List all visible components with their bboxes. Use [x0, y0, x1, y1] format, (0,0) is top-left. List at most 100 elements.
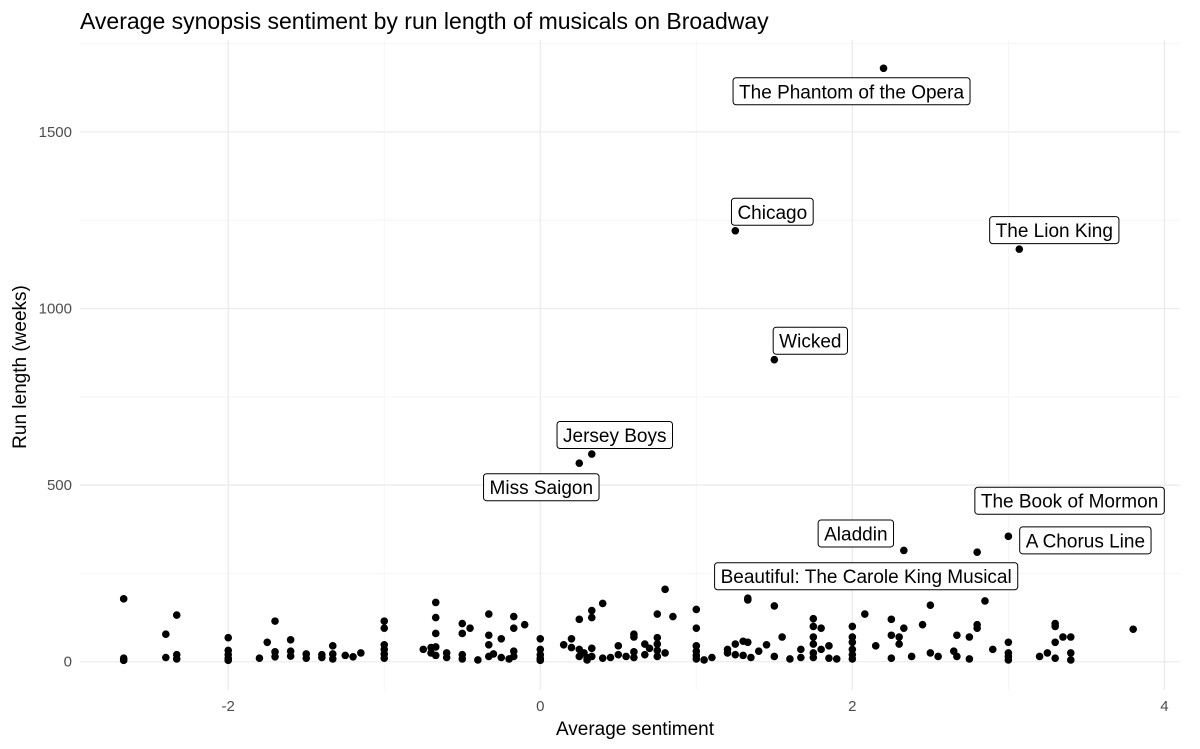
data-point: [224, 633, 233, 642]
data-point: [988, 645, 997, 654]
data-point: [559, 640, 568, 649]
point-label-box: [1019, 526, 1152, 555]
data-point: [431, 598, 440, 607]
data-point: [509, 612, 518, 621]
point-label-text: Jersey Boys: [563, 426, 666, 447]
point-label: The Lion King: [989, 216, 1120, 245]
data-point: [458, 619, 467, 628]
x-tick-label: 0: [536, 698, 544, 715]
data-point: [770, 602, 779, 610]
labeled-data-point: [1004, 532, 1013, 541]
data-point: [653, 640, 662, 648]
data-point: [349, 652, 357, 661]
data-point: [587, 652, 596, 661]
data-point: [797, 653, 805, 662]
x-tick-label: 2: [848, 698, 856, 715]
chart-title: Average synopsis sentiment by run length…: [80, 8, 769, 34]
point-label: Chicago: [730, 197, 814, 226]
data-point: [255, 654, 264, 663]
point-label: The Phantom of the Opera: [732, 77, 971, 106]
data-point: [1066, 633, 1075, 641]
point-label-text: Aladdin: [824, 524, 887, 545]
data-point: [848, 633, 857, 641]
data-point: [119, 595, 128, 603]
data-point: [263, 638, 272, 647]
data-points: [119, 64, 1137, 665]
data-point: [630, 653, 638, 662]
data-point: [731, 640, 740, 648]
labeled-data-point: [973, 548, 981, 557]
data-point: [224, 656, 233, 665]
x-axis-title: Average sentiment: [556, 719, 715, 740]
data-point: [458, 655, 467, 663]
point-label-box: [974, 486, 1165, 515]
data-point: [536, 645, 545, 654]
data-point: [723, 649, 732, 657]
data-point: [825, 642, 833, 650]
data-point: [731, 650, 740, 659]
data-point: [567, 634, 576, 643]
y-tick-label: 1500: [39, 124, 72, 141]
data-point: [380, 624, 389, 632]
data-point: [809, 614, 818, 623]
labeled-data-point: [1015, 245, 1024, 253]
point-label-box: [989, 216, 1120, 245]
data-point: [895, 640, 903, 648]
data-point: [497, 653, 506, 662]
point-label: Aladdin: [817, 519, 895, 548]
point-label-box: [817, 519, 895, 548]
point-label-box: [483, 473, 600, 502]
y-tick-label: 1000: [39, 300, 72, 317]
data-point: [744, 638, 752, 647]
data-point: [497, 634, 506, 643]
data-point: [442, 653, 451, 662]
data-point: [484, 631, 493, 640]
data-point: [587, 613, 596, 622]
data-point: [328, 642, 337, 650]
point-label: Beautiful: The Carole King Musical: [714, 562, 1019, 591]
data-point: [747, 653, 755, 662]
data-point: [817, 624, 825, 632]
data-point: [484, 640, 493, 649]
data-point: [848, 638, 857, 647]
data-point: [587, 606, 596, 615]
data-point: [302, 654, 311, 663]
data-point: [587, 644, 596, 653]
data-point: [431, 613, 440, 622]
data-point: [973, 624, 981, 632]
data-point: [981, 597, 989, 605]
data-point: [474, 656, 482, 664]
data-point: [341, 651, 350, 660]
data-point: [162, 653, 170, 662]
data-point: [1051, 654, 1059, 663]
data-point: [895, 633, 903, 641]
data-point: [606, 653, 615, 662]
data-point: [614, 650, 623, 659]
point-label-text: The Book of Mormon: [981, 492, 1158, 513]
data-point: [809, 633, 818, 641]
data-point: [848, 622, 857, 631]
y-axis-ticks: 0 500 1000 1500: [39, 124, 72, 671]
data-point: [162, 630, 170, 638]
data-point: [770, 652, 779, 661]
data-point: [700, 656, 708, 664]
data-point: [653, 610, 662, 618]
data-point: [172, 611, 181, 619]
point-label-box: [730, 197, 814, 226]
data-point: [271, 652, 279, 661]
data-point: [172, 655, 181, 663]
data-point: [918, 620, 927, 629]
data-point: [1035, 652, 1044, 661]
data-point: [825, 654, 833, 663]
data-point: [1051, 638, 1059, 647]
data-point: [669, 612, 677, 621]
data-point: [926, 601, 935, 610]
data-point: [887, 631, 896, 640]
point-label-text: The Lion King: [996, 221, 1113, 242]
data-point: [509, 624, 518, 632]
data-point: [953, 631, 961, 640]
data-point: [598, 599, 607, 608]
data-point: [965, 655, 974, 663]
labeled-data-point: [575, 459, 584, 468]
